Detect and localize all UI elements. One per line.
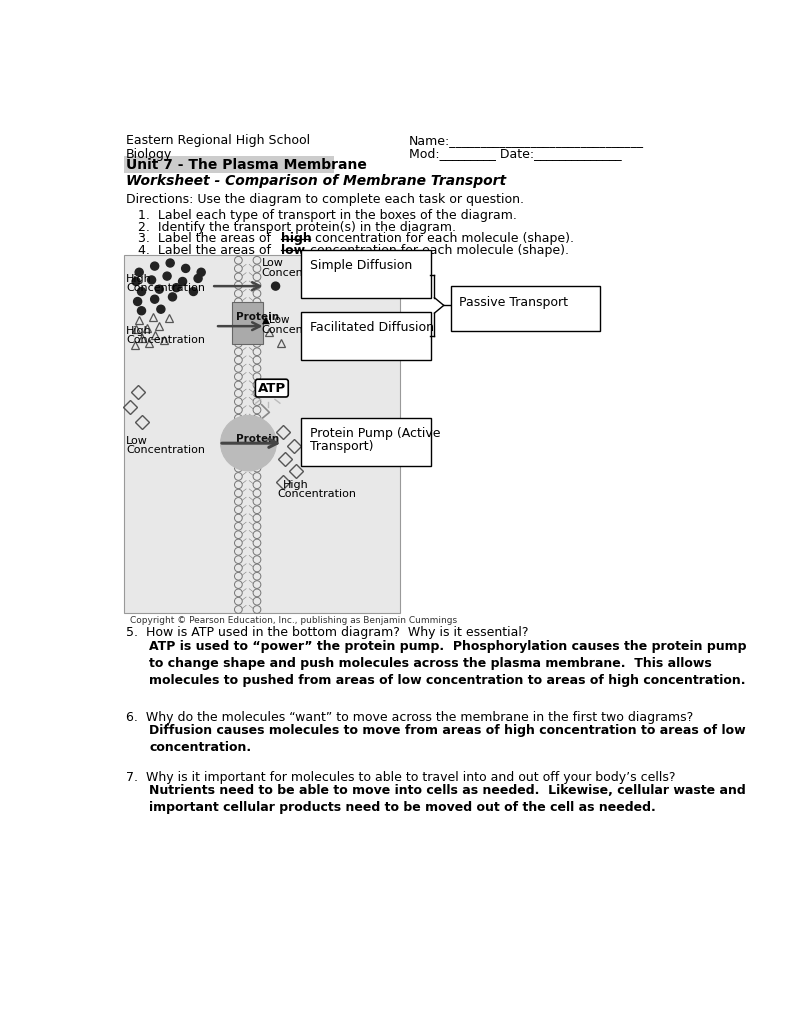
Circle shape bbox=[271, 283, 279, 290]
Text: Directions: Use the diagram to complete each task or question.: Directions: Use the diagram to complete … bbox=[126, 193, 524, 206]
Text: High: High bbox=[283, 480, 309, 490]
Circle shape bbox=[148, 275, 156, 284]
Text: Protein: Protein bbox=[236, 312, 279, 323]
FancyBboxPatch shape bbox=[124, 255, 399, 612]
Circle shape bbox=[197, 268, 205, 276]
Text: Concentration: Concentration bbox=[277, 489, 356, 500]
Circle shape bbox=[132, 278, 140, 286]
Circle shape bbox=[172, 284, 180, 292]
Text: ATP is used to “power” the protein pump.  Phosphorylation causes the protein pum: ATP is used to “power” the protein pump.… bbox=[149, 640, 747, 686]
Text: Concentration: Concentration bbox=[262, 325, 341, 335]
Text: Protein: Protein bbox=[236, 433, 279, 443]
Circle shape bbox=[138, 288, 146, 296]
FancyBboxPatch shape bbox=[123, 156, 335, 173]
Text: concentration for each molecule (shape).: concentration for each molecule (shape). bbox=[306, 244, 569, 257]
Text: Protein Pump (Active: Protein Pump (Active bbox=[309, 427, 440, 440]
Text: Low: Low bbox=[262, 258, 283, 268]
Text: Name:_______________________________: Name:_______________________________ bbox=[409, 134, 644, 146]
Circle shape bbox=[157, 305, 165, 313]
Text: 1.  Label each type of transport in the boxes of the diagram.: 1. Label each type of transport in the b… bbox=[138, 209, 517, 222]
FancyBboxPatch shape bbox=[301, 418, 431, 466]
Text: 7.  Why is it important for molecules to able to travel into and out off your bo: 7. Why is it important for molecules to … bbox=[126, 771, 676, 784]
Text: 5.  How is ATP used in the bottom diagram?  Why is it essential?: 5. How is ATP used in the bottom diagram… bbox=[126, 627, 528, 639]
Circle shape bbox=[179, 278, 187, 286]
Circle shape bbox=[168, 293, 176, 301]
Text: Nutrients need to be able to move into cells as needed.  Likewise, cellular wast: Nutrients need to be able to move into c… bbox=[149, 784, 746, 814]
Circle shape bbox=[134, 298, 142, 305]
Circle shape bbox=[163, 272, 171, 281]
Text: Diffusion causes molecules to move from areas of high concentration to areas of : Diffusion causes molecules to move from … bbox=[149, 724, 746, 755]
Text: Low: Low bbox=[126, 435, 148, 445]
Text: Copyright © Pearson Education, Inc., publishing as Benjamin Cummings: Copyright © Pearson Education, Inc., pub… bbox=[130, 615, 457, 625]
Circle shape bbox=[221, 416, 276, 471]
Text: Concentration: Concentration bbox=[126, 336, 205, 345]
FancyBboxPatch shape bbox=[451, 286, 600, 331]
Text: ▲Low: ▲Low bbox=[262, 314, 290, 325]
Text: ATP: ATP bbox=[258, 382, 286, 394]
FancyBboxPatch shape bbox=[301, 311, 431, 360]
Circle shape bbox=[150, 295, 159, 303]
Text: Eastern Regional High School: Eastern Regional High School bbox=[126, 134, 310, 146]
Text: Transport): Transport) bbox=[309, 440, 373, 453]
Text: Facilitated Diffusion: Facilitated Diffusion bbox=[309, 321, 433, 334]
Text: 4.  Label the areas of: 4. Label the areas of bbox=[138, 244, 274, 257]
FancyBboxPatch shape bbox=[301, 250, 431, 298]
Text: Passive Transport: Passive Transport bbox=[460, 296, 568, 309]
Circle shape bbox=[150, 262, 159, 270]
Text: Biology: Biology bbox=[126, 147, 172, 161]
Text: Concentration: Concentration bbox=[126, 444, 205, 455]
Text: low: low bbox=[281, 244, 305, 257]
Text: high: high bbox=[281, 232, 312, 245]
Text: Concentration: Concentration bbox=[262, 267, 341, 278]
Circle shape bbox=[182, 264, 190, 272]
Text: Simple Diffusion: Simple Diffusion bbox=[309, 259, 412, 272]
Circle shape bbox=[194, 274, 202, 283]
Text: concentration for each molecule (shape).: concentration for each molecule (shape). bbox=[311, 232, 574, 245]
Text: 6.  Why do the molecules “want” to move across the membrane in the first two dia: 6. Why do the molecules “want” to move a… bbox=[126, 711, 693, 724]
Text: 3.  Label the areas of: 3. Label the areas of bbox=[138, 232, 274, 245]
Text: High: High bbox=[126, 273, 152, 284]
Text: 2.  Identify the transport protein(s) in the diagram.: 2. Identify the transport protein(s) in … bbox=[138, 220, 456, 233]
Text: Unit 7 - The Plasma Membrane: Unit 7 - The Plasma Membrane bbox=[126, 159, 367, 172]
Circle shape bbox=[166, 259, 174, 267]
FancyBboxPatch shape bbox=[233, 302, 263, 344]
Circle shape bbox=[155, 286, 164, 293]
Circle shape bbox=[135, 268, 143, 276]
Text: High: High bbox=[126, 327, 152, 336]
Circle shape bbox=[189, 288, 198, 296]
Text: Concentration: Concentration bbox=[126, 283, 205, 293]
Text: Worksheet - Comparison of Membrane Transport: Worksheet - Comparison of Membrane Trans… bbox=[126, 174, 506, 188]
Circle shape bbox=[138, 307, 146, 314]
Text: Mod:_________ Date:______________: Mod:_________ Date:______________ bbox=[409, 147, 622, 161]
